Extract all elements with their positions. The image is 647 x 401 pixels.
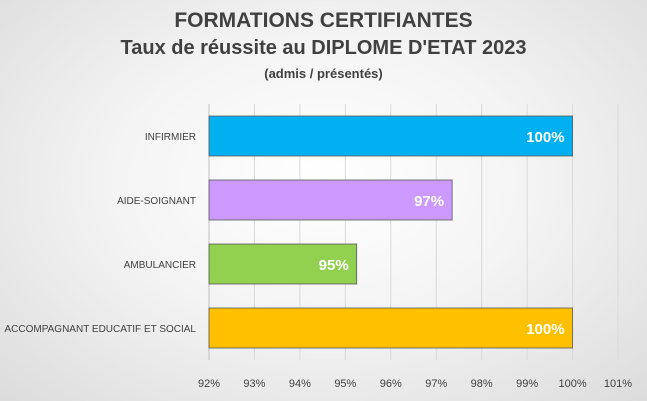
x-tick-label: 92% bbox=[198, 378, 220, 390]
data-label: 97% bbox=[414, 193, 444, 210]
x-tick-label: 95% bbox=[334, 378, 356, 390]
bar bbox=[208, 243, 358, 285]
x-tick-label: 97% bbox=[425, 378, 447, 390]
category-label: ACCOMPAGNANT EDUCATIF ET SOCIAL bbox=[4, 324, 196, 335]
chart-subtitle: Taux de réussite au DIPLOME D'ETAT 2023 bbox=[120, 37, 527, 59]
bar bbox=[208, 307, 573, 349]
chart-note: (admis / présentés) bbox=[264, 66, 383, 81]
chart-title: FORMATIONS CERTIFIANTES bbox=[174, 9, 473, 32]
bar bbox=[208, 115, 573, 157]
data-label: 100% bbox=[526, 129, 564, 146]
category-label: AIDE-SOIGNANT bbox=[117, 196, 196, 207]
data-label: 95% bbox=[319, 257, 349, 274]
x-tick-label: 101% bbox=[604, 378, 632, 390]
category-label: INFIRMIER bbox=[145, 132, 196, 143]
x-tick-label: 99% bbox=[516, 378, 538, 390]
x-tick-label: 96% bbox=[380, 378, 402, 390]
x-tick-label: 98% bbox=[471, 378, 493, 390]
x-tick-label: 94% bbox=[289, 378, 311, 390]
x-tick-label: 100% bbox=[558, 378, 586, 390]
data-label: 100% bbox=[526, 321, 564, 338]
x-tick-label: 93% bbox=[243, 378, 265, 390]
category-label: AMBULANCIER bbox=[124, 260, 196, 271]
bar bbox=[208, 179, 453, 221]
